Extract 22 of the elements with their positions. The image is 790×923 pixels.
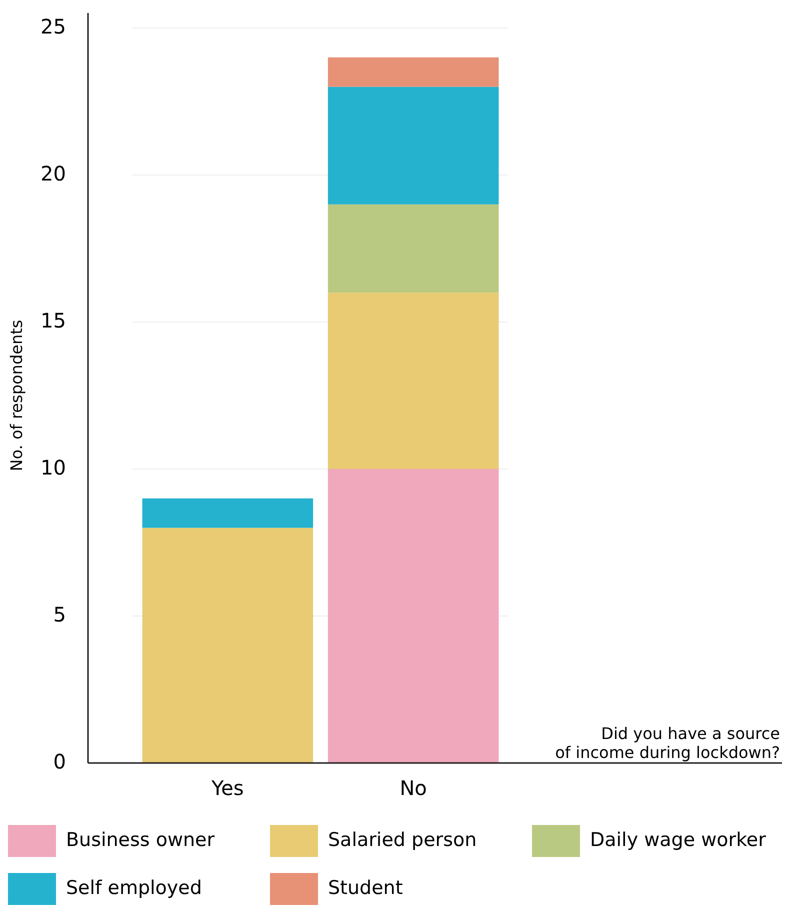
x-axis-title: Did you have a source of income during lockdown? [555,724,780,762]
legend-label: Student [328,877,403,900]
bar [328,469,499,763]
x-tick-label: No [400,776,427,800]
y-tick-label: 25 [40,14,66,38]
bar [328,86,499,204]
bar [328,204,499,293]
legend-label: Business owner [66,829,215,852]
y-tick-label: 5 [53,602,66,626]
y-axis-title: No. of respondents [7,320,26,472]
legend-label: Self employed [66,877,202,900]
y-tick-label: 20 [40,161,66,186]
bar [142,498,314,528]
y-tick-label: 0 [53,749,66,774]
bar [142,528,314,763]
bar [328,57,499,87]
x-tick-label: Yes [210,776,244,800]
y-tick-label: 10 [40,455,66,480]
y-tick-label: 15 [40,308,66,332]
bar [328,292,499,469]
legend-label: Daily wage worker [590,829,766,852]
legend-label: Salaried person [328,829,477,852]
